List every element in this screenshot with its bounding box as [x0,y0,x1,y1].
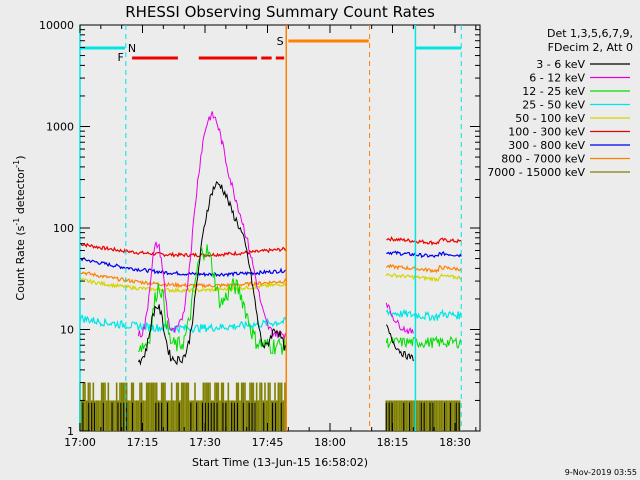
legend-label: 3 - 6 keV [536,58,585,71]
series-line [79,314,287,335]
footer-timestamp: 9-Nov-2019 03:55 [565,468,637,477]
series-line [386,250,462,259]
series-line [385,273,462,283]
series-line [79,277,287,294]
legend-label: 100 - 300 keV [508,126,585,139]
series-line [385,308,462,322]
x-tick-label: 18:30 [439,436,471,449]
y-tick-label: 10 [60,324,74,337]
plot-area [79,24,481,432]
x-tick-label: 17:45 [252,436,284,449]
y-tick-label: 100 [53,222,74,235]
legend: Det 1,3,5,6,7,9, FDecim 2, Att 0 3 - 6 k… [487,27,633,179]
legend-label: 12 - 25 keV [522,85,585,98]
flare-label: F [118,51,124,64]
legend-label: 800 - 7000 keV [501,153,585,166]
night-label: N [128,42,136,55]
chart-title: RHESSI Observing Summary Count Rates [125,3,435,21]
marker-layer: NF S [79,25,462,431]
legend-label: 7000 - 15000 keV [487,166,585,179]
series-line [79,242,287,258]
series-line [385,324,414,362]
series-layer [79,111,462,431]
x-tick-label: 17:15 [127,436,159,449]
legend-label: 300 - 800 keV [508,139,585,152]
legend-label: 6 - 12 keV [529,72,585,85]
x-axis-label: Start Time (13-Jun-15 16:58:02) [192,456,368,469]
series-line [137,111,287,339]
x-tick-label: 18:00 [314,436,346,449]
y-tick-label: 1000 [46,121,74,134]
legend-label: 25 - 50 keV [522,99,585,112]
series-line [385,263,462,274]
legend-header-line-2: FDecim 2, Att 0 [548,41,633,54]
y-tick-label: 10000 [39,19,74,32]
series-line [79,257,287,278]
x-tick-label: 17:30 [189,436,221,449]
axis-layer: 17:00 17:15 17:30 17:45 18:00 18:15 18:30 1 10 10… [39,19,480,449]
series-line [385,302,414,335]
y-tick-label: 1 [67,425,74,438]
legend-label: 50 - 100 keV [515,112,585,125]
y-axis-label: Count Rate (s-1 detector-1) [12,155,27,300]
x-tick-label: 18:15 [377,436,409,449]
saa-label: S [277,35,284,48]
series-line [385,335,462,350]
series-line [386,236,462,246]
legend-header-line-1: Det 1,3,5,6,7,9, [547,27,633,40]
series-line [137,244,287,355]
x-tick-label: 17:00 [64,436,96,449]
series-line [137,181,287,366]
